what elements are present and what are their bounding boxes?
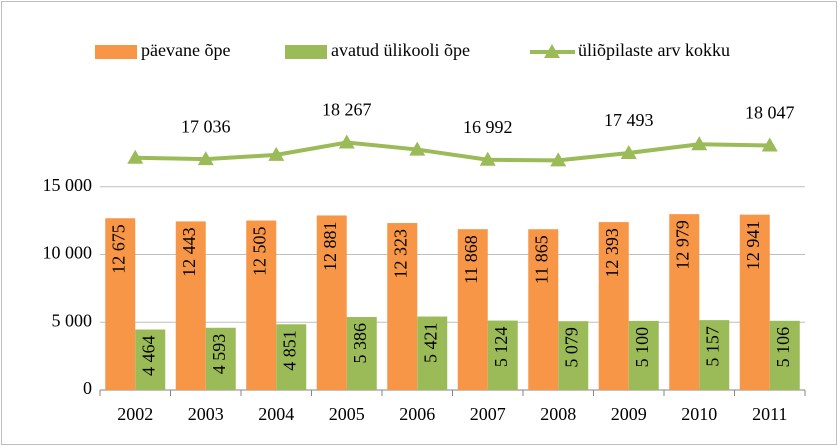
- bar: [346, 317, 377, 390]
- bar-value-label: 11 868: [461, 235, 481, 284]
- x-tick-label: 2008: [540, 404, 576, 424]
- bar: [276, 324, 307, 390]
- x-tick-label: 2010: [681, 404, 717, 424]
- bar: [528, 229, 559, 390]
- bar-value-label: 5 124: [491, 327, 511, 368]
- bar: [699, 320, 730, 390]
- bar-value-label: 12 941: [743, 221, 763, 271]
- bar-value-label: 5 421: [420, 323, 440, 364]
- line-marker: [620, 144, 637, 159]
- bar-value-label: 12 979: [672, 220, 692, 270]
- bar: [175, 221, 206, 390]
- bar-value-label: 5 100: [632, 327, 652, 368]
- line-value-label: 16 992: [463, 117, 513, 137]
- bar-value-label: 5 079: [561, 327, 581, 368]
- bar: [246, 220, 277, 390]
- x-tick-label: 2004: [258, 404, 294, 424]
- bar-value-label: 4 593: [209, 334, 229, 375]
- line-marker: [479, 151, 496, 166]
- legend-label: avatud ülikooli õpe: [331, 40, 470, 60]
- bar-value-label: 4 851: [279, 330, 299, 371]
- bar-value-label: 5 386: [350, 323, 370, 364]
- line-marker: [127, 149, 144, 164]
- bar: [387, 223, 418, 390]
- x-tick-label: 2005: [329, 404, 365, 424]
- legend-label: üliõpilaste arv kokku: [578, 40, 730, 60]
- bar: [487, 320, 518, 390]
- bar: [457, 229, 488, 390]
- bar: [316, 215, 347, 390]
- y-tick-label: 10 000: [43, 243, 93, 263]
- bar: [769, 320, 800, 390]
- line-value-label: 17 036: [181, 116, 231, 136]
- bar-value-label: 4 464: [138, 336, 158, 377]
- bar: [135, 329, 166, 390]
- x-tick-label: 2006: [399, 404, 435, 424]
- bar: [598, 222, 629, 390]
- x-tick-label: 2009: [611, 404, 647, 424]
- line-value-label: 18 047: [745, 103, 795, 123]
- line: [135, 140, 770, 163]
- line-marker: [338, 134, 355, 149]
- bar-value-label: 12 675: [108, 224, 128, 274]
- x-tick-label: 2003: [188, 404, 224, 424]
- line-marker: [268, 146, 285, 161]
- x-tick-label: 2007: [470, 404, 506, 424]
- bar-value-label: 12 881: [320, 221, 340, 271]
- line-value-label: 17 493: [604, 110, 654, 130]
- bar-value-label: 12 505: [249, 227, 269, 277]
- y-tick-label: 15 000: [43, 175, 93, 195]
- bar: [558, 321, 589, 390]
- bar: [739, 214, 770, 390]
- bar-value-label: 11 865: [531, 235, 551, 284]
- legend-swatch: [95, 45, 137, 59]
- line-marker: [197, 151, 214, 166]
- bar-value-label: 12 443: [179, 227, 199, 276]
- line-marker: [409, 141, 426, 156]
- bar: [205, 327, 236, 390]
- line-marker: [550, 152, 567, 167]
- legend-label: päevane õpe: [141, 40, 230, 60]
- legend-marker: [544, 44, 560, 58]
- bar-value-label: 12 393: [602, 228, 622, 277]
- y-tick-label: 0: [83, 378, 92, 398]
- bar: [105, 218, 136, 390]
- bar: [669, 214, 700, 390]
- line-marker: [691, 136, 708, 151]
- bar-value-label: 5 106: [773, 327, 793, 368]
- bar: [628, 320, 659, 390]
- legend-swatch: [285, 45, 327, 59]
- bar: [417, 316, 448, 390]
- x-tick-label: 2002: [117, 404, 153, 424]
- bar-value-label: 12 323: [390, 229, 410, 279]
- y-tick-label: 5 000: [52, 310, 93, 330]
- x-tick-label: 2011: [752, 404, 787, 424]
- line-marker: [761, 137, 778, 152]
- bar-value-label: 5 157: [702, 326, 722, 367]
- line-value-label: 18 267: [322, 100, 372, 120]
